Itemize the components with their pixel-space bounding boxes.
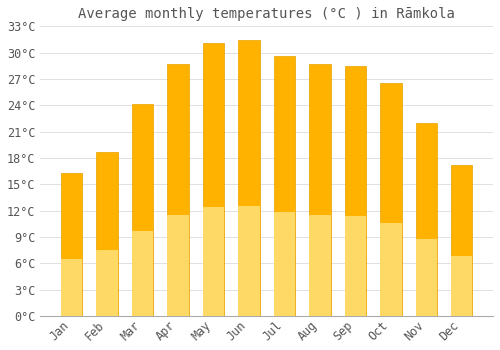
Bar: [61, 259, 82, 316]
Title: Average monthly temperatures (°C ) in Rāmkola: Average monthly temperatures (°C ) in Rā…: [78, 7, 455, 21]
Bar: [416, 239, 437, 316]
Bar: [344, 66, 366, 316]
Bar: [238, 40, 260, 316]
Bar: [310, 215, 330, 316]
Bar: [238, 206, 260, 316]
Bar: [61, 173, 82, 316]
Bar: [203, 43, 224, 316]
Bar: [96, 250, 117, 316]
Bar: [310, 64, 330, 316]
Bar: [344, 216, 366, 316]
Bar: [451, 256, 472, 316]
Bar: [132, 104, 153, 316]
Bar: [168, 215, 188, 316]
Bar: [96, 152, 117, 316]
Bar: [451, 165, 472, 316]
Bar: [416, 123, 437, 316]
Bar: [274, 212, 295, 316]
Bar: [380, 83, 402, 316]
Bar: [132, 231, 153, 316]
Bar: [203, 207, 224, 316]
Bar: [168, 64, 188, 316]
Bar: [274, 56, 295, 316]
Bar: [380, 223, 402, 316]
